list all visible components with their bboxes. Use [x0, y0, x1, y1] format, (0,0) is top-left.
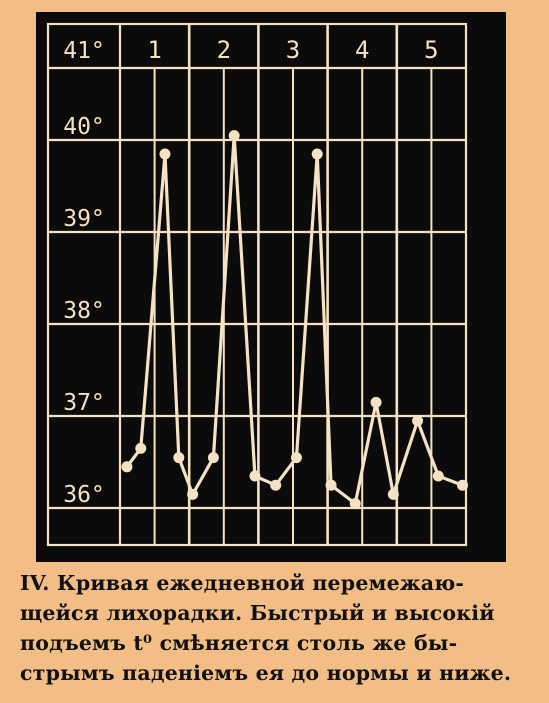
- temperature-point: [325, 479, 337, 491]
- temperature-point: [173, 452, 185, 464]
- caption-line-2: щейся лихорадки. Быстрый и высокiй: [20, 601, 495, 625]
- caption-line-1: IV. Кривая ежедневной перемежаю-: [20, 571, 465, 595]
- y-tick-label: 36°: [63, 482, 105, 508]
- y-tick-label: 38°: [63, 298, 105, 324]
- temperature-point: [207, 452, 219, 464]
- temperature-point: [311, 148, 323, 160]
- caption-line-3: подъемъ t⁰ смѣняется столь же бы-: [20, 631, 458, 655]
- chart-panel: [36, 12, 506, 562]
- caption-line-4: стрымъ паденiемъ ея до нормы и ниже.: [20, 661, 512, 685]
- day-label: 3: [286, 36, 300, 64]
- day-label: 2: [217, 36, 231, 64]
- day-label: 4: [355, 36, 369, 64]
- temperature-point: [457, 479, 469, 491]
- chart-series: [121, 130, 469, 510]
- temperature-point: [412, 415, 424, 427]
- temperature-point: [349, 498, 361, 510]
- y-tick-label: 40°: [63, 114, 105, 140]
- temperature-line: [125, 135, 464, 507]
- temperature-point: [135, 442, 147, 454]
- temperature-point: [432, 470, 444, 482]
- y-tick-label: 37°: [63, 390, 105, 416]
- figure-caption: IV. Кривая ежедневной перемежаю- щейся л…: [20, 568, 532, 688]
- day-label: 1: [147, 36, 161, 64]
- temperature-point: [121, 461, 133, 473]
- chart-labels: 1 2 3 4 5 41° 40° 39° 38° 37° 36°: [63, 36, 438, 508]
- grid-frame: [46, 22, 468, 547]
- day-label: 5: [424, 36, 438, 64]
- temperature-point: [387, 488, 399, 500]
- temperature-point: [249, 470, 261, 482]
- temperature-point: [290, 452, 302, 464]
- temperature-point: [270, 479, 282, 491]
- temperature-point: [370, 396, 382, 408]
- temperature-point: [159, 148, 171, 160]
- temperature-point: [187, 488, 199, 500]
- y-tick-label: 41°: [63, 38, 105, 64]
- temperature-point: [228, 130, 240, 142]
- y-tick-label: 39°: [63, 206, 105, 232]
